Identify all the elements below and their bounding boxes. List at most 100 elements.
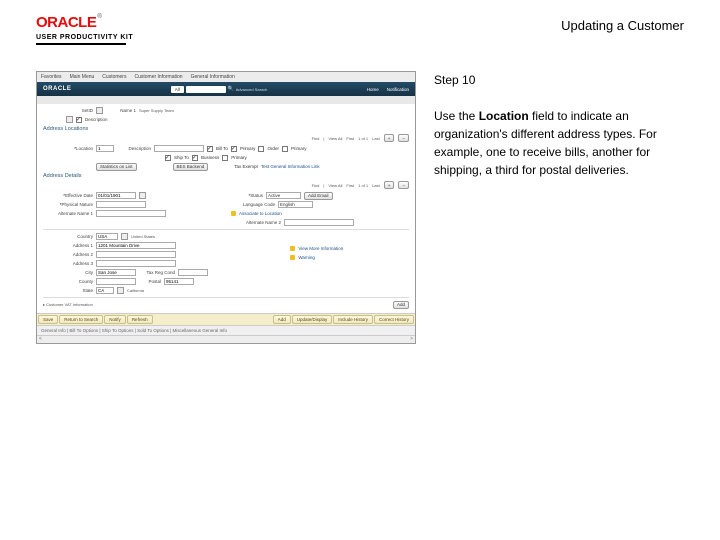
shipto-label: Ship To	[174, 155, 189, 160]
taxexempt-label: Tax Exempt	[234, 164, 258, 169]
calendar-icon[interactable]	[139, 192, 146, 199]
lookup-icon[interactable]	[96, 107, 103, 114]
step-label: Step 10	[434, 71, 684, 89]
notification-link[interactable]: Notification	[387, 87, 409, 92]
primary1-checkbox[interactable]	[231, 146, 237, 152]
primary2-label: Primary	[291, 146, 307, 151]
name1-value: Super Supply Team	[139, 108, 174, 113]
taxreg-input[interactable]	[178, 269, 208, 276]
billto-checkbox[interactable]	[207, 146, 213, 152]
correct-button[interactable]: Correct History	[374, 315, 414, 324]
statistics-button[interactable]: Statistics on List	[96, 163, 137, 171]
alt1-input[interactable]	[96, 210, 166, 217]
status-select[interactable]: Active	[266, 192, 301, 199]
trademark-icon: ®	[97, 14, 101, 20]
oracle-logo: ORACLE®	[36, 14, 133, 32]
refresh-button[interactable]: Refresh	[127, 315, 153, 324]
app-menubar: Favorites Main Menu Customers Customer I…	[37, 72, 415, 82]
return-button[interactable]: Return to Search	[59, 315, 103, 324]
save-button[interactable]: Save	[38, 315, 58, 324]
collapse-section[interactable]: ▸ Customer VAT Information	[43, 302, 93, 307]
taxreg-label: Tax Reg Cond	[139, 270, 175, 275]
search-icon[interactable]: 🔍	[228, 86, 234, 92]
first-label[interactable]: First	[346, 136, 354, 141]
advanced-search-link[interactable]: Advanced Search	[236, 87, 268, 92]
menu-geninfo[interactable]: General Information	[191, 74, 235, 80]
add-button[interactable]: Add	[393, 301, 409, 309]
add-row2-button[interactable]: +	[384, 181, 395, 189]
lang-select[interactable]: English	[278, 201, 313, 208]
alt2-label: Alternate Name 2	[231, 220, 281, 225]
taxexempt-link[interactable]: Test General Information Link	[261, 164, 320, 169]
home-link[interactable]: Home	[367, 87, 379, 92]
horizontal-scrollbar[interactable]	[37, 335, 415, 343]
banner-logo: ORACLE	[43, 86, 71, 92]
backend-button[interactable]: BES Backend	[173, 163, 209, 171]
add2-button[interactable]: Add	[273, 315, 291, 324]
billto-label: Bill To	[216, 146, 228, 151]
lookup2-icon[interactable]	[66, 116, 73, 123]
menu-customers[interactable]: Customers	[102, 74, 126, 80]
primary1-label: Primary	[240, 146, 256, 151]
menu-custinfo[interactable]: Customer Information	[134, 74, 182, 80]
first2-label[interactable]: First	[346, 183, 354, 188]
county-input[interactable]	[96, 278, 136, 285]
business-label: Business	[201, 155, 219, 160]
effdate-input[interactable]	[96, 192, 136, 199]
order-label: Order	[267, 146, 279, 151]
viewall2-link[interactable]: View All	[328, 183, 342, 188]
addemail-button[interactable]: Add Email	[304, 192, 333, 200]
alt2-input[interactable]	[284, 219, 354, 226]
notify-button[interactable]: Notify	[104, 315, 126, 324]
country-lookup-icon[interactable]	[121, 233, 128, 240]
order-checkbox[interactable]	[258, 146, 264, 152]
address-locations-title: Address Locations	[43, 126, 409, 132]
primary3-checkbox[interactable]	[222, 155, 228, 161]
viewmore-link[interactable]: View More Information	[298, 246, 343, 251]
desc-checkbox[interactable]	[76, 117, 82, 123]
last-label[interactable]: Last	[372, 136, 380, 141]
update-button[interactable]: Update/Display	[292, 315, 333, 324]
shipto-checkbox[interactable]	[165, 155, 171, 161]
primary2-checkbox[interactable]	[282, 146, 288, 152]
city-input[interactable]	[96, 269, 136, 276]
info-icon	[290, 246, 295, 251]
loc-desc-input[interactable]	[154, 145, 204, 152]
del-row2-button[interactable]: −	[398, 181, 409, 189]
find2-link[interactable]: Find	[312, 183, 320, 188]
page-title: Updating a Customer	[561, 18, 684, 33]
menu-main[interactable]: Main Menu	[70, 74, 95, 80]
oracle-logo-text: ORACLE	[36, 14, 96, 31]
business-checkbox[interactable]	[192, 155, 198, 161]
physical-input[interactable]	[96, 201, 146, 208]
state-input[interactable]	[96, 287, 114, 294]
primary3-label: Primary	[231, 155, 247, 160]
search-input[interactable]	[186, 86, 226, 93]
postal-input[interactable]	[164, 278, 194, 285]
loc-desc-label: Description	[117, 146, 151, 151]
viewall-link[interactable]: View All	[328, 136, 342, 141]
addr1-input[interactable]	[96, 242, 176, 249]
find-link[interactable]: Find	[312, 136, 320, 141]
upk-label: USER PRODUCTIVITY KIT	[36, 34, 133, 41]
last2-label[interactable]: Last	[372, 183, 380, 188]
del-row-button[interactable]: −	[398, 134, 409, 142]
assoc-link[interactable]: Associate to Location	[239, 211, 282, 216]
country-desc: United States	[131, 234, 155, 239]
state-lookup-icon[interactable]	[117, 287, 124, 294]
setid-label: SetID	[43, 108, 93, 113]
addr2-label: Address 2	[43, 252, 93, 257]
menu-favorites[interactable]: Favorites	[41, 74, 62, 80]
country-input[interactable]	[96, 233, 118, 240]
add-row-button[interactable]: +	[384, 134, 395, 142]
search-scope-dropdown[interactable]: All	[171, 86, 184, 93]
include-button[interactable]: Include History	[333, 315, 373, 324]
status-bar: General Info | Bill To Options | Ship To…	[37, 325, 415, 335]
addr2-input[interactable]	[96, 251, 176, 258]
instr-bold: Location	[479, 109, 529, 123]
addr3-input[interactable]	[96, 260, 176, 267]
instruction-text: Use the Location field to indicate an or…	[434, 107, 684, 179]
county-label: County	[43, 279, 93, 284]
location-input[interactable]	[96, 145, 114, 152]
warning-link[interactable]: Warning	[298, 255, 315, 260]
